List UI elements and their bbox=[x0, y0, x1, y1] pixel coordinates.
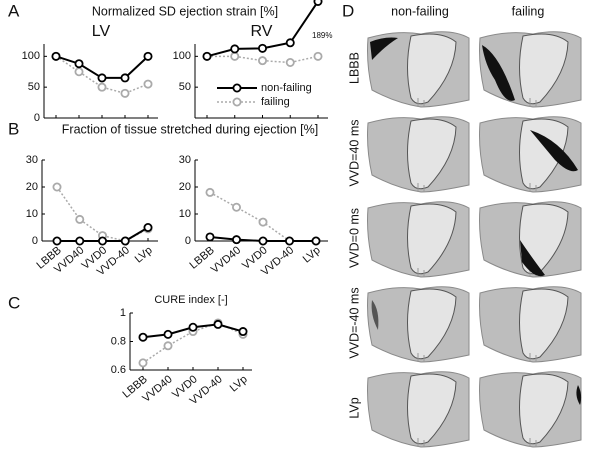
y-tick-label: 1 bbox=[120, 307, 126, 319]
data-point bbox=[138, 358, 148, 368]
y-tick-label: 100 bbox=[22, 50, 40, 62]
data-point bbox=[205, 232, 215, 242]
data-point bbox=[120, 88, 130, 98]
data-point bbox=[52, 236, 62, 246]
data-point bbox=[97, 82, 107, 92]
data-point bbox=[284, 236, 294, 246]
data-point bbox=[257, 56, 267, 66]
legend-label: failing bbox=[261, 96, 290, 108]
series-line bbox=[207, 55, 319, 64]
row-label: VVD=40 ms bbox=[347, 119, 361, 186]
data-point bbox=[213, 319, 223, 329]
column-label: non-failing bbox=[391, 4, 449, 18]
data-point bbox=[258, 217, 268, 227]
panel-label: B bbox=[8, 119, 19, 138]
x-tick-label: LVp bbox=[301, 244, 323, 265]
y-tick-label: 20 bbox=[179, 181, 191, 193]
data-point bbox=[257, 43, 267, 53]
data-point bbox=[285, 38, 295, 48]
data-point bbox=[75, 236, 85, 246]
data-point bbox=[163, 341, 173, 351]
data-point bbox=[258, 236, 268, 246]
panel-label: A bbox=[8, 1, 20, 20]
y-tick-label: 0 bbox=[185, 235, 191, 247]
y-tick-label: 20 bbox=[26, 181, 38, 193]
data-point bbox=[313, 51, 323, 61]
panel-label: C bbox=[8, 293, 20, 312]
value-label: 189% bbox=[312, 31, 332, 40]
chart-title: LV bbox=[92, 23, 111, 40]
data-point bbox=[74, 59, 84, 69]
y-tick-label: 50 bbox=[28, 81, 40, 93]
y-tick-label: 0.6 bbox=[111, 364, 126, 376]
y-tick-label: 30 bbox=[179, 154, 191, 166]
data-point bbox=[163, 329, 173, 339]
column-label: failing bbox=[512, 4, 545, 18]
data-point bbox=[97, 73, 107, 83]
data-point bbox=[120, 73, 130, 83]
data-point bbox=[143, 222, 153, 232]
x-tick-label: LVp bbox=[133, 244, 155, 265]
y-tick-label: 0 bbox=[34, 112, 40, 124]
row-label: LVp bbox=[347, 397, 361, 418]
row-label: LBBB bbox=[347, 52, 361, 84]
data-point bbox=[311, 236, 321, 246]
chart-title: CURE index [-] bbox=[154, 294, 227, 306]
data-point bbox=[138, 332, 148, 342]
panel-label: D bbox=[342, 1, 354, 20]
legend-marker bbox=[232, 83, 242, 93]
y-tick-label: 30 bbox=[26, 154, 38, 166]
series-line bbox=[209, 191, 316, 242]
data-point bbox=[120, 236, 130, 246]
x-tick-label: LVp bbox=[228, 373, 250, 394]
y-tick-label: 100 bbox=[173, 50, 191, 62]
data-point bbox=[74, 67, 84, 77]
data-point bbox=[231, 202, 241, 212]
y-tick-label: 10 bbox=[179, 208, 191, 220]
section-title: Normalized SD ejection strain [%] bbox=[92, 4, 278, 18]
data-point bbox=[231, 235, 241, 245]
data-point bbox=[143, 51, 153, 61]
data-point bbox=[202, 51, 212, 61]
y-tick-label: 0.8 bbox=[111, 335, 126, 347]
y-tick-label: 0 bbox=[32, 235, 38, 247]
heart-grid bbox=[367, 31, 582, 448]
section-title: Fraction of tissue stretched during ejec… bbox=[62, 122, 318, 136]
legend-marker bbox=[232, 97, 242, 107]
legend-label: non-failing bbox=[261, 82, 312, 94]
data-point bbox=[205, 187, 215, 197]
row-label: VVD=-40 ms bbox=[347, 287, 361, 358]
data-point bbox=[143, 79, 153, 89]
row-label: VVD=0 ms bbox=[347, 208, 361, 268]
data-point bbox=[98, 236, 108, 246]
x-tick-label: VVD40 bbox=[209, 244, 243, 276]
data-point bbox=[313, 0, 323, 6]
series-line bbox=[142, 322, 244, 364]
data-point bbox=[230, 44, 240, 54]
data-point bbox=[285, 58, 295, 68]
data-point bbox=[188, 322, 198, 332]
data-point bbox=[75, 214, 85, 224]
y-tick-label: 10 bbox=[26, 208, 38, 220]
data-point bbox=[238, 327, 248, 337]
y-tick-label: 50 bbox=[179, 81, 191, 93]
data-point bbox=[230, 51, 240, 61]
chart-title: RV bbox=[251, 23, 273, 40]
data-point bbox=[51, 51, 61, 61]
data-point bbox=[52, 182, 62, 192]
